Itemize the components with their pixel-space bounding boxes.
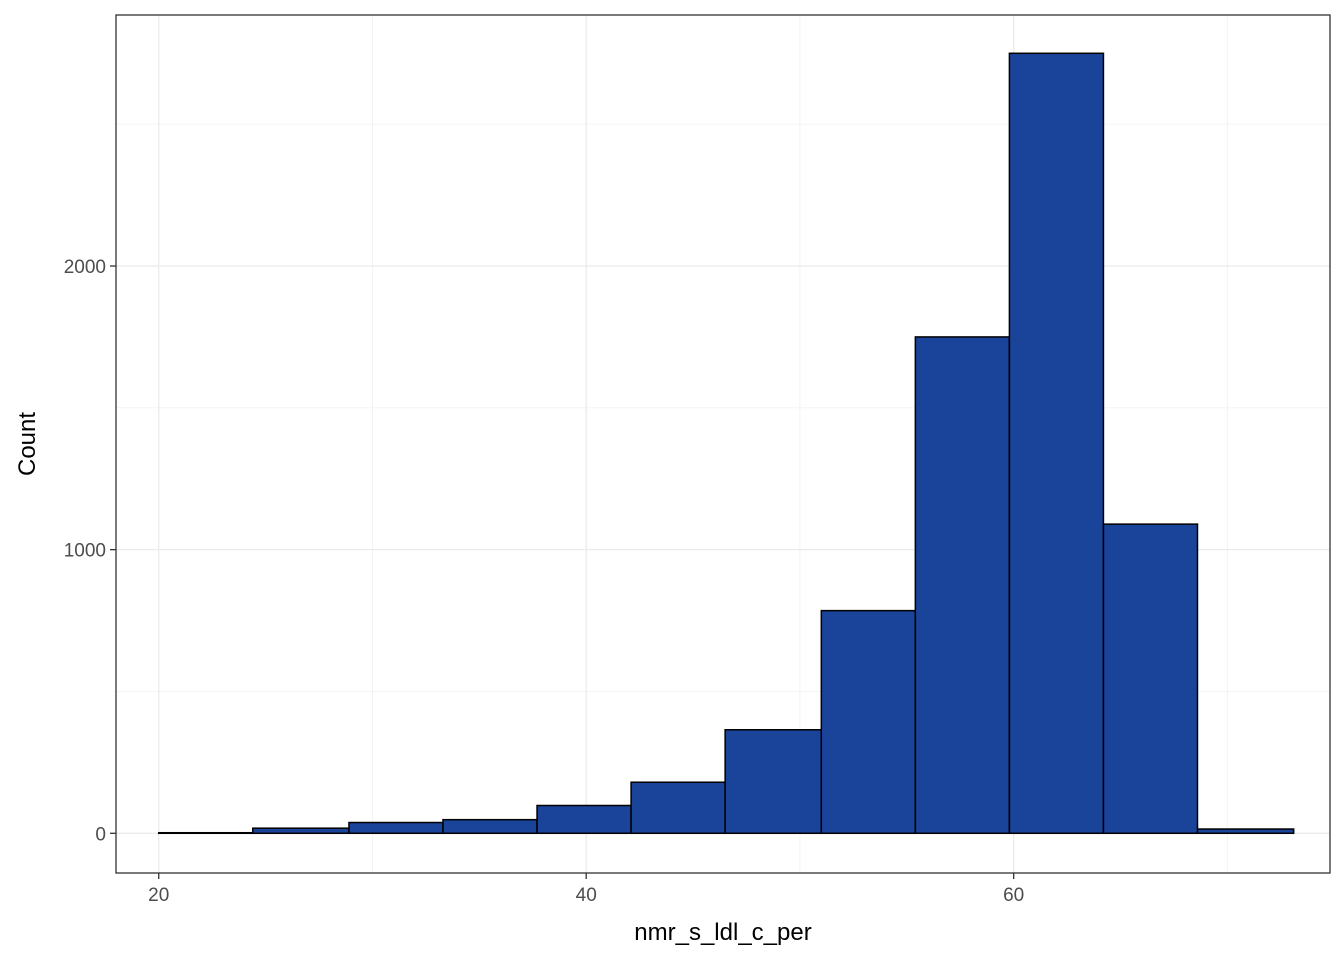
histogram-bar bbox=[1196, 828, 1295, 835]
histogram-bar bbox=[157, 831, 254, 835]
histogram-bar bbox=[442, 818, 538, 835]
y-axis-title: Count bbox=[14, 412, 41, 476]
x-tick-label: 20 bbox=[148, 885, 169, 906]
histogram-bar bbox=[630, 781, 726, 835]
histogram-bar bbox=[724, 729, 823, 835]
histogram-bars bbox=[157, 52, 1295, 835]
histogram-bar bbox=[252, 827, 350, 835]
x-tick-label: 60 bbox=[1003, 885, 1024, 906]
histogram-bar bbox=[348, 821, 444, 835]
plot-panel-border bbox=[115, 14, 1331, 874]
histogram-bar bbox=[820, 609, 917, 835]
histogram-bar bbox=[1008, 52, 1105, 835]
y-tick-label: 1000 bbox=[64, 541, 106, 562]
histogram-bar bbox=[1102, 523, 1199, 835]
y-tick-label: 2000 bbox=[64, 257, 106, 278]
axes: 20 40 60 0 1000 2000 bbox=[64, 257, 1025, 906]
y-tick-label: 0 bbox=[95, 824, 106, 845]
histogram-bar bbox=[914, 336, 1011, 835]
x-tick-label: 40 bbox=[576, 885, 597, 906]
histogram-bar bbox=[536, 804, 632, 835]
x-axis-title: nmr_s_ldl_c_per bbox=[634, 919, 811, 946]
